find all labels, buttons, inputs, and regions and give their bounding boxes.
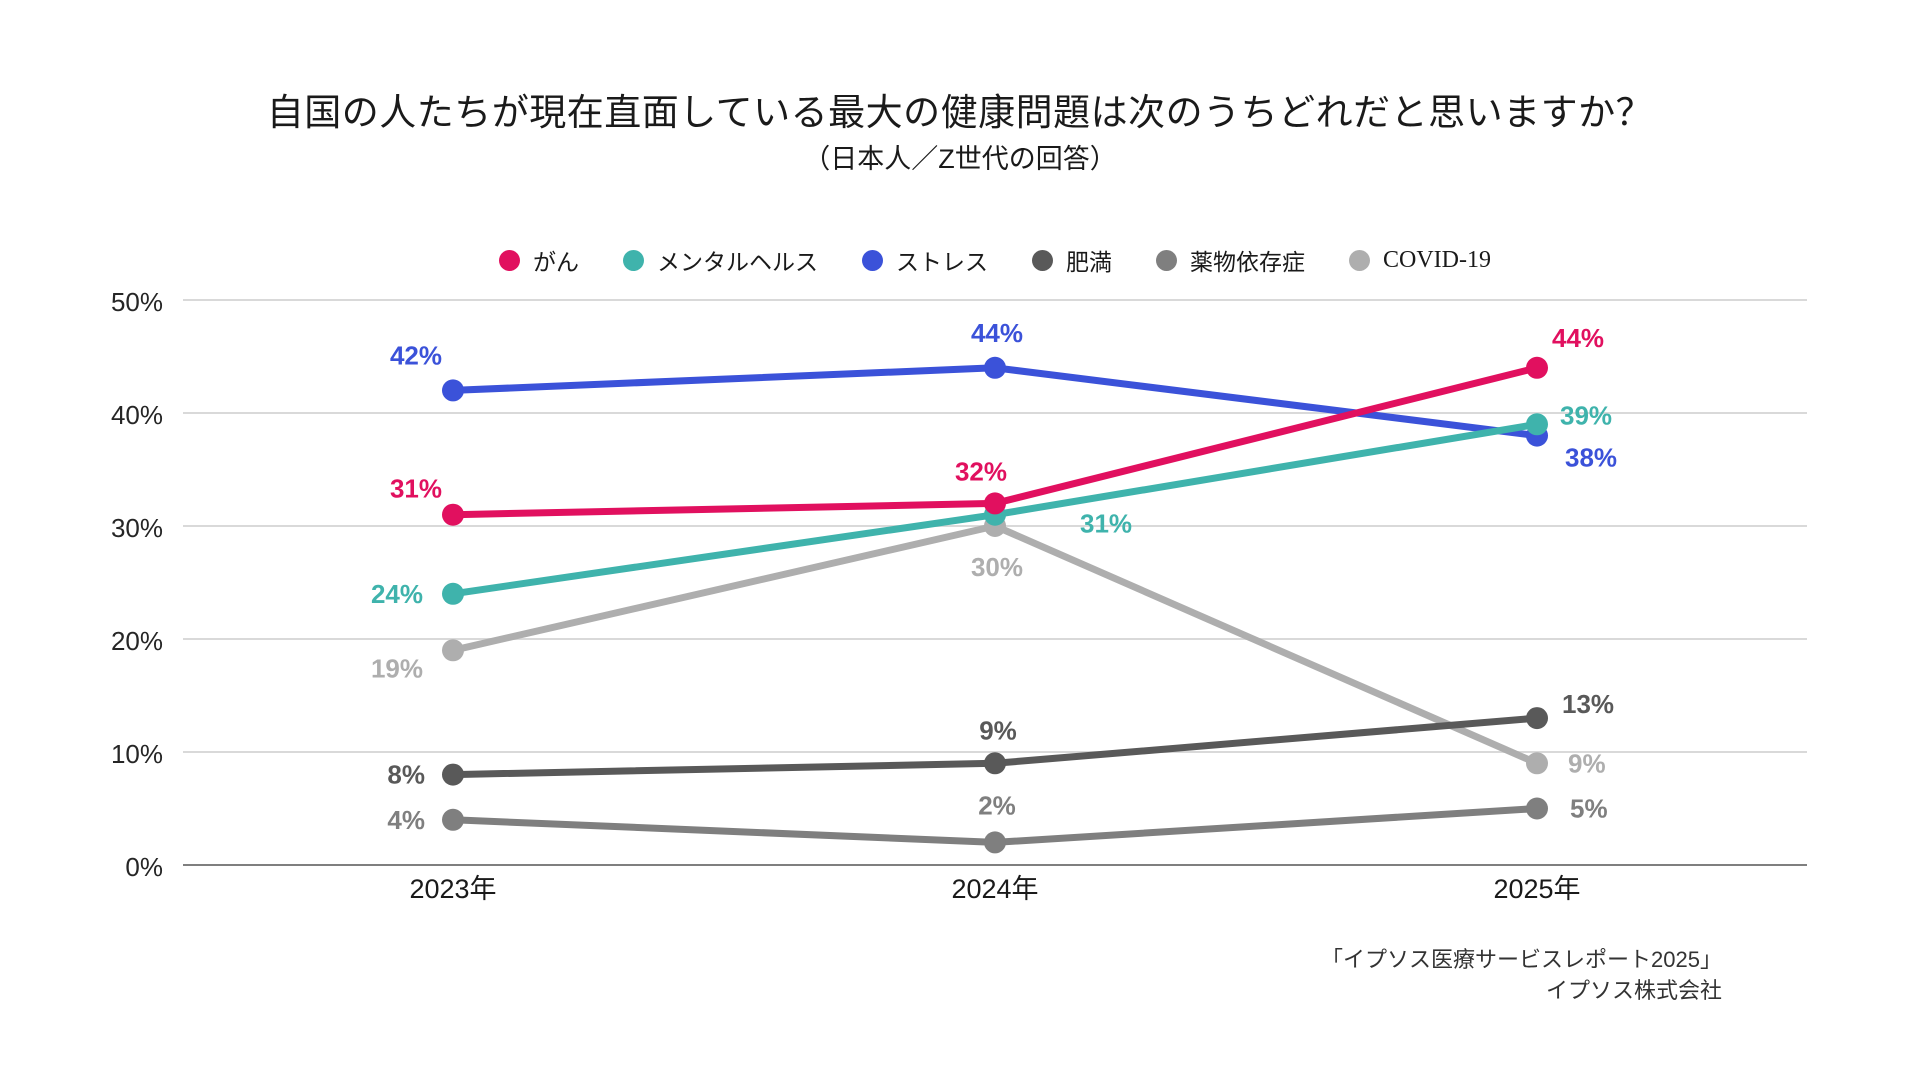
source-line-2: イプソス株式会社 <box>1545 978 1722 1003</box>
data-label-covid-19: 19% <box>371 653 423 683</box>
legend: がん メンタルヘルス ストレス 肥満 薬物依存症 COVID-19 <box>183 238 1807 282</box>
legend-marker-mental-health <box>623 249 644 271</box>
data-point-stress <box>984 356 1006 379</box>
chart-subtitle: （日本人／Z世代の回答） <box>803 144 1117 174</box>
legend-marker-cancer <box>499 249 520 271</box>
legend-item-covid-19: COVID-19 <box>1349 247 1491 274</box>
y-axis-label: 50% <box>111 287 163 317</box>
x-axis-label: 2024年 <box>951 874 1038 904</box>
data-point-covid-19 <box>442 639 464 662</box>
legend-label-obesity: 肥満 <box>1066 249 1112 275</box>
data-label-cancer: 31% <box>390 474 442 504</box>
data-label-mental-health: 24% <box>371 579 423 609</box>
legend-label-mental-health: メンタルヘルス <box>657 249 818 275</box>
y-axis-label: 20% <box>111 626 163 656</box>
data-label-obesity: 13% <box>1562 689 1614 719</box>
data-label-obesity: 8% <box>387 760 425 790</box>
data-label-drug-addiction: 5% <box>1570 794 1608 824</box>
legend-item-cancer: がん <box>499 243 579 277</box>
data-point-obesity <box>1526 707 1548 730</box>
legend-label-stress: ストレス <box>896 249 988 275</box>
x-axis-label: 2023年 <box>409 874 496 904</box>
data-label-obesity: 9% <box>979 715 1017 745</box>
legend-item-drug-addiction: 薬物依存症 <box>1156 243 1305 277</box>
source-line-1: 「イプソス医療サービスレポート2025」 <box>1321 947 1722 972</box>
data-point-mental-health <box>442 582 464 605</box>
data-label-drug-addiction: 4% <box>387 805 425 835</box>
data-point-cancer <box>442 503 464 526</box>
data-label-cancer: 44% <box>1552 323 1604 353</box>
data-point-drug-addiction <box>442 808 464 831</box>
legend-label-cancer: がん <box>533 249 579 275</box>
data-point-covid-19 <box>1526 752 1548 775</box>
y-axis-label: 0% <box>125 852 163 882</box>
data-label-stress: 38% <box>1565 443 1617 473</box>
data-label-covid-19: 9% <box>1568 748 1606 778</box>
legend-item-stress: ストレス <box>862 243 988 277</box>
legend-marker-obesity <box>1032 249 1053 271</box>
data-point-stress <box>442 379 464 402</box>
data-point-cancer <box>984 492 1006 515</box>
y-axis-label: 10% <box>111 739 163 769</box>
y-axis-label: 40% <box>111 400 163 430</box>
data-point-drug-addiction <box>984 831 1006 854</box>
data-label-cancer: 32% <box>955 456 1007 486</box>
legend-item-obesity: 肥満 <box>1032 243 1112 277</box>
legend-marker-drug-addiction <box>1156 249 1177 271</box>
data-label-stress: 44% <box>971 318 1023 348</box>
legend-label-drug-addiction: 薬物依存症 <box>1190 249 1305 275</box>
data-label-mental-health: 39% <box>1560 400 1612 430</box>
legend-label-covid-19: COVID-19 <box>1383 246 1491 273</box>
data-label-covid-19: 30% <box>971 552 1023 582</box>
y-axis-label: 30% <box>111 513 163 543</box>
x-axis-label: 2025年 <box>1493 874 1580 904</box>
data-label-mental-health: 31% <box>1080 509 1132 539</box>
data-point-mental-health <box>1526 413 1548 436</box>
legend-marker-covid-19 <box>1349 249 1370 271</box>
chart-title: 自国の人たちが現在直面している最大の健康問題は次のうちどれだと思いますか？ <box>266 92 1654 133</box>
data-point-obesity <box>442 763 464 786</box>
data-label-drug-addiction: 2% <box>978 790 1016 820</box>
data-point-obesity <box>984 752 1006 775</box>
legend-marker-stress <box>862 249 883 271</box>
legend-item-mental-health: メンタルヘルス <box>623 243 818 277</box>
source-note: 「イプソス医療サービスレポート2025」 イプソス株式会社 <box>1321 944 1722 1006</box>
data-point-drug-addiction <box>1526 797 1548 820</box>
data-point-cancer <box>1526 356 1548 379</box>
data-label-stress: 42% <box>390 340 442 370</box>
